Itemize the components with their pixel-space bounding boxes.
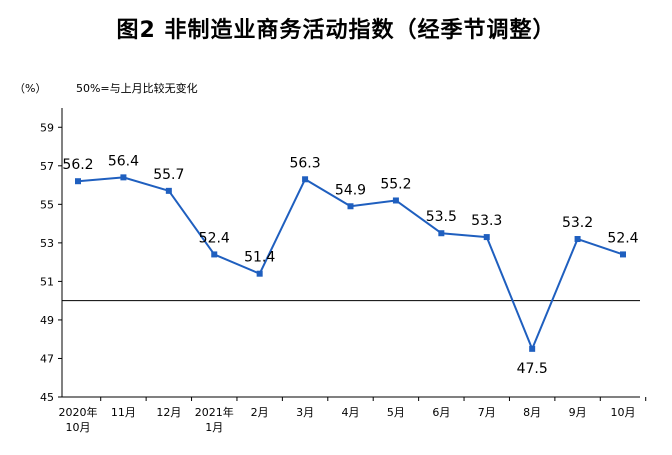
data-label: 51.4 xyxy=(244,250,275,266)
data-point xyxy=(529,345,536,352)
x-tick-label: 5月 xyxy=(387,406,405,419)
x-tick-label: 3月 xyxy=(296,406,314,419)
reference-note: 50%=与上月比较无变化 xyxy=(75,82,198,95)
data-label: 56.2 xyxy=(62,157,93,173)
data-labels: 56.2 56.4 55.7 52.4 51.4 56.3 54.9 55.2 53.5 53.3… xyxy=(62,153,638,376)
y-tick-label: 47 xyxy=(40,352,54,365)
data-label: 56.3 xyxy=(289,155,320,171)
x-tick-label: 2月 xyxy=(251,406,269,419)
x-tick-label: 8月 xyxy=(523,406,541,419)
y-tick-label: 49 xyxy=(40,314,54,327)
series-line xyxy=(77,176,624,350)
x-tick-label: 9月 xyxy=(569,406,587,419)
chart-axes xyxy=(61,108,640,398)
x-axis-ticks: 2020年 10月 11月 12月 2021年 1月 2月 3月 4月 5月 6月 7月 8月 9月 10月 xyxy=(59,397,647,434)
y-axis-ticks: 45 47 49 51 53 55 57 59 xyxy=(40,121,62,404)
x-tick-label: 12月 xyxy=(156,406,181,419)
y-tick-label: 55 xyxy=(40,198,54,211)
x-tick-label: 11月 xyxy=(111,406,136,419)
data-point xyxy=(165,187,172,194)
y-tick-label: 51 xyxy=(40,275,54,288)
data-point xyxy=(392,197,399,204)
data-label: 54.9 xyxy=(335,182,366,198)
x-tick-label: 1月 xyxy=(205,421,223,434)
data-label: 47.5 xyxy=(517,361,548,377)
y-tick-label: 59 xyxy=(40,121,54,134)
x-tick-label: 2020年 xyxy=(59,405,98,419)
x-tick-label: 10月 xyxy=(611,406,636,419)
data-label: 56.4 xyxy=(108,153,139,169)
data-label: 55.2 xyxy=(380,176,411,192)
data-label: 52.4 xyxy=(199,230,230,246)
data-point xyxy=(256,270,263,277)
series-polyline xyxy=(77,176,624,350)
unit-label: （%） xyxy=(14,82,47,95)
x-tick-label: 7月 xyxy=(478,406,496,419)
unit-note: （%） 50%=与上月比较无变化 xyxy=(14,80,224,96)
data-points xyxy=(75,174,626,352)
data-point xyxy=(211,251,218,258)
data-point xyxy=(620,251,626,258)
data-label: 53.5 xyxy=(426,209,457,225)
x-tick-label: 2021年 xyxy=(195,405,234,419)
y-tick-label: 53 xyxy=(40,237,54,250)
y-tick-label: 57 xyxy=(40,160,54,173)
x-tick-label: 6月 xyxy=(432,406,450,419)
data-point xyxy=(75,178,81,185)
data-label: 53.3 xyxy=(471,213,502,229)
data-point xyxy=(483,234,490,241)
data-label: 53.2 xyxy=(562,215,593,231)
data-label: 52.4 xyxy=(607,230,638,246)
data-point xyxy=(347,203,354,210)
data-point xyxy=(120,174,127,181)
x-tick-label: 10月 xyxy=(66,421,91,434)
chart-title: 图2 非制造业商务活动指数（经季节调整） xyxy=(116,18,556,43)
y-tick-label: 45 xyxy=(40,391,54,404)
data-label: 55.7 xyxy=(153,167,184,183)
x-tick-label: 4月 xyxy=(342,406,360,419)
data-point xyxy=(438,230,445,237)
data-point xyxy=(574,236,581,243)
data-point xyxy=(302,176,309,183)
